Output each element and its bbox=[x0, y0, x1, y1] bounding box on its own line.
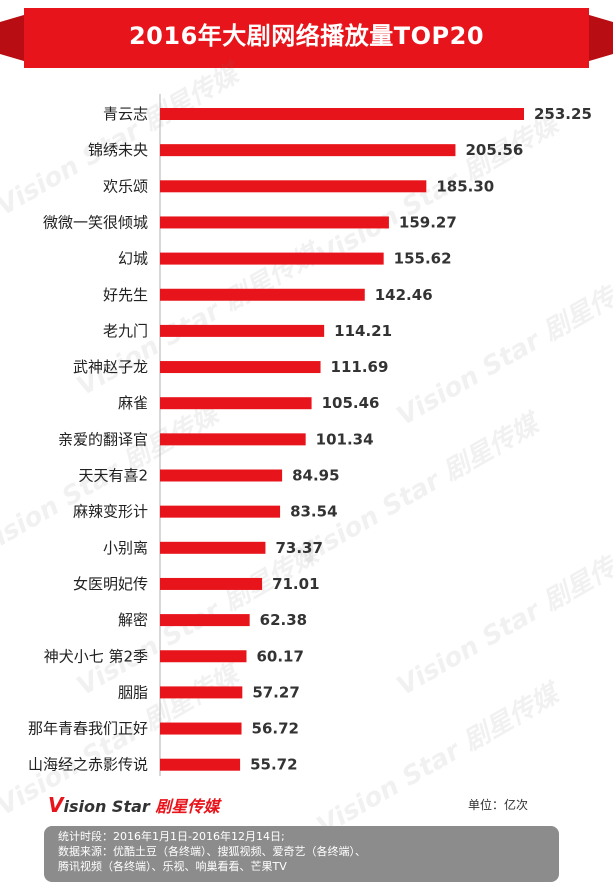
value-label: 105.46 bbox=[322, 394, 380, 412]
bar bbox=[160, 650, 247, 663]
value-label: 142.46 bbox=[375, 286, 433, 304]
value-label: 111.69 bbox=[331, 358, 389, 376]
value-label: 253.25 bbox=[534, 105, 592, 123]
footer-note-source-continued: 腾讯视频（各终端）、乐视、响巢看看、芒果TV bbox=[58, 860, 287, 873]
title-banner-body bbox=[24, 8, 589, 68]
title-banner bbox=[0, 8, 613, 68]
category-label: 天天有喜2 bbox=[78, 467, 148, 485]
value-label: 114.21 bbox=[334, 322, 392, 340]
bar bbox=[160, 469, 283, 482]
category-label: 神犬小七 第2季 bbox=[44, 647, 148, 665]
bar bbox=[160, 614, 250, 627]
category-label: 小别离 bbox=[103, 539, 148, 557]
category-label: 幻城 bbox=[118, 250, 148, 268]
brand-logo-cn: 剧星传媒 bbox=[155, 797, 220, 816]
category-label: 解密 bbox=[118, 611, 148, 629]
bar bbox=[160, 397, 312, 410]
category-label: 麻辣变形计 bbox=[73, 503, 148, 521]
value-label: 56.72 bbox=[252, 720, 299, 738]
value-label: 62.38 bbox=[260, 611, 307, 629]
value-label: 101.34 bbox=[316, 430, 374, 448]
bar bbox=[160, 324, 325, 337]
brand-logo: Vision Star 剧星传媒 bbox=[48, 793, 219, 817]
category-label: 武神赵子龙 bbox=[73, 358, 148, 376]
category-label: 微微一笑很倾城 bbox=[43, 213, 148, 231]
bar bbox=[160, 288, 365, 301]
value-label: 185.30 bbox=[436, 177, 494, 195]
brand-logo-latin: ision Star bbox=[63, 797, 150, 816]
value-label: 71.01 bbox=[272, 575, 319, 593]
bar bbox=[160, 686, 243, 699]
bar bbox=[160, 144, 456, 157]
value-label: 57.27 bbox=[252, 683, 299, 701]
value-label: 55.72 bbox=[250, 756, 297, 774]
bar bbox=[160, 216, 389, 229]
value-label: 205.56 bbox=[465, 141, 523, 159]
bar bbox=[160, 758, 241, 771]
value-label: 159.27 bbox=[399, 213, 457, 231]
chart-title: 2016年大剧网络播放量TOP20 bbox=[128, 22, 485, 50]
category-label: 亲爱的翻译官 bbox=[58, 430, 148, 448]
bar bbox=[160, 180, 427, 193]
category-label: 那年青春我们正好 bbox=[28, 720, 148, 738]
category-label: 胭脂 bbox=[118, 683, 148, 701]
bar-chart: 青云志 253.25 锦绣未央 205.56 欢乐颂 185.30 微微一笑很倾城 159.2… bbox=[28, 94, 592, 776]
bar bbox=[160, 433, 306, 446]
value-label: 73.37 bbox=[275, 539, 322, 557]
value-label: 155.62 bbox=[394, 250, 452, 268]
category-label: 老九门 bbox=[103, 322, 148, 340]
category-label: 欢乐颂 bbox=[103, 177, 148, 195]
footer-note-period: 统计时段：2016年1月1日-2016年12月14日; bbox=[58, 830, 285, 843]
bar bbox=[160, 361, 321, 374]
unit-label: 单位：亿次 bbox=[468, 798, 529, 812]
category-label: 锦绣未央 bbox=[88, 141, 148, 159]
value-label: 60.17 bbox=[256, 647, 303, 665]
category-label: 麻雀 bbox=[118, 394, 148, 412]
value-label: 84.95 bbox=[292, 467, 339, 485]
footer-note: 统计时段：2016年1月1日-2016年12月14日; 数据来源：优酷土豆（各终… bbox=[44, 826, 559, 882]
value-label: 83.54 bbox=[290, 503, 337, 521]
bar bbox=[160, 577, 263, 590]
brand-logo-v: V bbox=[48, 793, 64, 817]
category-label: 山海经之赤影传说 bbox=[28, 756, 148, 774]
category-label: 女医明妃传 bbox=[73, 575, 148, 593]
category-label: 青云志 bbox=[103, 105, 148, 123]
category-label: 好先生 bbox=[103, 286, 148, 304]
bar bbox=[160, 505, 281, 518]
footer-note-source: 数据来源：优酷土豆（各终端）、搜狐视频、爱奇艺（各终端）、 bbox=[58, 845, 366, 858]
bar bbox=[160, 108, 524, 120]
bar bbox=[160, 541, 266, 554]
bar bbox=[160, 722, 242, 735]
bar bbox=[160, 252, 384, 265]
